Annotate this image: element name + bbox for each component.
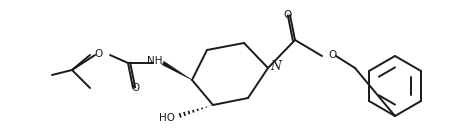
Text: HO: HO — [159, 113, 175, 123]
Text: N: N — [270, 60, 281, 74]
Text: O: O — [328, 50, 336, 60]
Text: NH: NH — [146, 56, 162, 66]
Text: O: O — [131, 83, 139, 93]
Text: O: O — [95, 49, 103, 59]
Polygon shape — [162, 61, 192, 80]
Text: O: O — [284, 10, 292, 20]
